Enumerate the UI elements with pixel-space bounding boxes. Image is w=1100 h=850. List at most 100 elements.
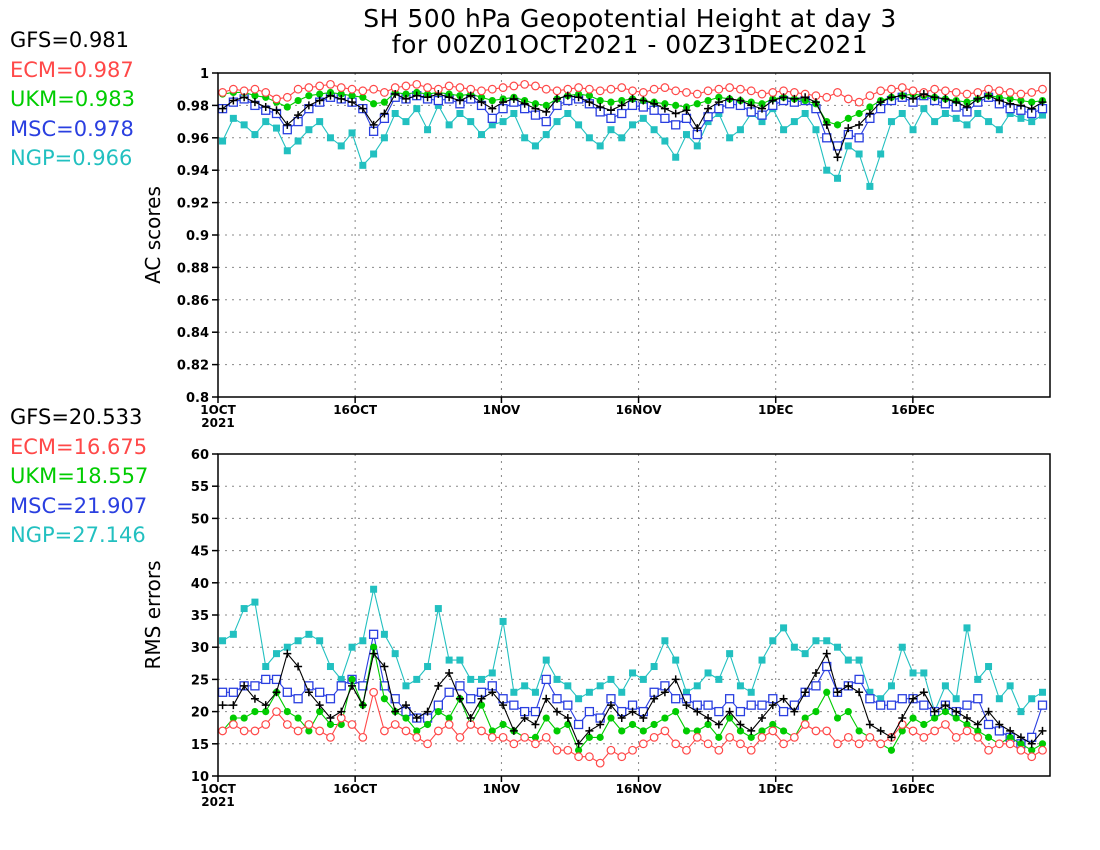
data-point (380, 109, 389, 118)
data-point (251, 131, 259, 139)
data-point (962, 89, 972, 99)
data-point (348, 675, 356, 684)
data-point (898, 643, 906, 651)
y-tick-label: 0.82 (177, 359, 209, 374)
data-point (509, 739, 519, 749)
x-tick-label: 16OCT (333, 403, 378, 417)
y-tick-label: 35 (191, 609, 209, 624)
data-point (639, 675, 647, 683)
data-point (855, 656, 863, 664)
data-point (865, 732, 875, 742)
data-point (909, 669, 917, 677)
data-point (262, 708, 270, 716)
data-point (844, 681, 853, 690)
data-point (844, 142, 852, 150)
data-point (585, 726, 594, 735)
data-point (477, 131, 485, 139)
data-point (294, 714, 302, 722)
data-point (606, 113, 616, 124)
data-point (671, 109, 680, 118)
data-point (337, 90, 345, 98)
data-point (758, 727, 766, 735)
data-point (681, 113, 692, 124)
data-point (423, 720, 432, 729)
data-point (337, 94, 346, 103)
data-point (724, 694, 735, 704)
data-point (758, 656, 766, 664)
x-tick-label: 1OCT (200, 782, 236, 796)
data-point (531, 739, 540, 749)
data-point (434, 90, 443, 99)
data-point (1005, 88, 1015, 97)
data-point (370, 585, 378, 593)
data-point (326, 663, 334, 671)
data-point (412, 732, 422, 742)
data-point (962, 714, 971, 723)
data-point (855, 688, 864, 697)
data-point (952, 714, 960, 722)
data-point (736, 727, 745, 735)
legend-entry-ngp: NGP=27.146 (10, 523, 146, 547)
data-point (715, 675, 723, 683)
data-point (769, 637, 777, 645)
data-point (682, 745, 691, 755)
data-point (682, 106, 691, 115)
data-point (413, 675, 421, 683)
data-point (240, 681, 249, 690)
data-point (380, 662, 389, 671)
data-point (747, 733, 755, 741)
data-point (736, 682, 744, 690)
data-point (638, 739, 648, 749)
data-point (250, 84, 260, 94)
data-point (909, 714, 917, 722)
y-tick-label: 45 (191, 545, 209, 560)
data-point (725, 732, 735, 742)
data-point (434, 101, 442, 109)
chart-panel-ac: 0.8 0.82 0.84 0.86 0.88 0.9 0.92 0.94 0.96 0.98 1 1… (141, 67, 1051, 430)
data-point (618, 96, 626, 105)
y-axis-title: RMS errors (141, 560, 165, 669)
data-point (618, 688, 626, 696)
y-tick-label: 0.96 (177, 132, 209, 147)
data-point (228, 720, 238, 729)
data-point (1028, 118, 1036, 126)
data-point (833, 121, 842, 129)
data-point (812, 708, 820, 716)
x-tick-label: 1DEC (758, 782, 794, 796)
data-point (1027, 88, 1037, 97)
data-point (563, 91, 572, 100)
data-point (466, 694, 476, 704)
data-point (542, 714, 550, 722)
legend-entry-msc: MSC=21.907 (10, 493, 148, 518)
data-point (671, 739, 681, 749)
data-point (650, 126, 658, 134)
data-point (433, 700, 443, 710)
data-point (272, 707, 281, 716)
legend-entry-gfs: GFS=20.533 (10, 405, 143, 429)
data-point (219, 637, 227, 645)
data-point (531, 104, 540, 113)
data-point (499, 701, 508, 710)
data-point (304, 83, 314, 92)
data-point (229, 114, 237, 122)
x-tick-label: 16DEC (891, 403, 935, 417)
data-point (757, 700, 767, 710)
data-point (822, 649, 831, 658)
data-point (455, 732, 465, 742)
data-point (660, 688, 669, 697)
data-point (984, 91, 993, 100)
data-point (823, 688, 831, 696)
data-point (747, 688, 755, 696)
data-point (714, 720, 723, 729)
data-point (1017, 96, 1025, 105)
data-point (455, 694, 464, 703)
y-tick-label: 25 (191, 673, 209, 688)
data-point (574, 83, 583, 92)
data-point (693, 100, 701, 108)
data-point (424, 126, 432, 134)
data-point (531, 100, 540, 108)
data-point (272, 688, 281, 697)
data-point (1027, 104, 1036, 113)
data-point (584, 752, 594, 762)
data-point (498, 732, 508, 742)
